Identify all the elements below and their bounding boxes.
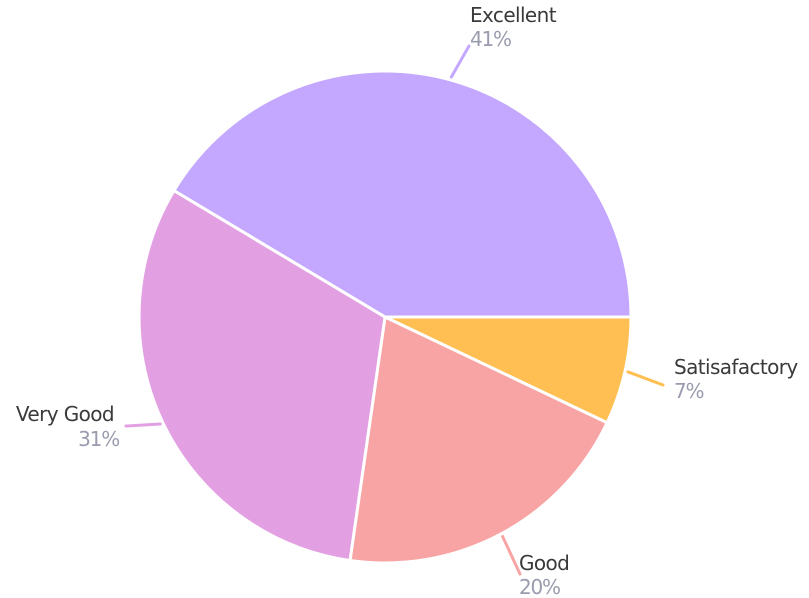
leader-line-excellent	[449, 44, 471, 79]
slice-label-excellent: Excellent	[470, 3, 557, 27]
slice-label-good: Good	[519, 551, 569, 575]
pie-slice-good	[348, 315, 609, 565]
slice-label-satisafactory: Satisafactory	[674, 355, 798, 379]
leader-line-very-good	[124, 422, 162, 428]
leader-line-satisafactory	[626, 370, 665, 387]
slice-percent-excellent: 41%	[470, 27, 511, 51]
pie-slice-excellent	[172, 69, 633, 319]
slice-percent-satisafactory: 7%	[674, 379, 704, 403]
slice-percent-good: 20%	[519, 575, 560, 598]
pie-slice-satisafactory	[383, 315, 633, 425]
leader-line-good	[501, 534, 522, 576]
pie-slice-very-good	[137, 189, 387, 562]
slice-percent-very-good: 31%	[78, 427, 119, 451]
slice-label-very-good: Very Good	[16, 402, 114, 426]
pie-slices	[137, 69, 633, 565]
